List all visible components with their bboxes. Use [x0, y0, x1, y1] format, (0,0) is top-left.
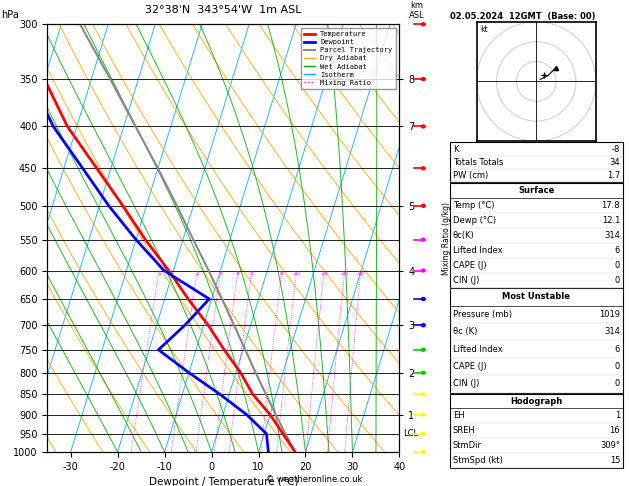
Text: 8: 8 — [280, 271, 284, 276]
Text: K: K — [453, 144, 459, 154]
Text: θᴄ (K): θᴄ (K) — [453, 327, 477, 336]
Text: StmSpd (kt): StmSpd (kt) — [453, 456, 503, 465]
Text: θᴄ(K): θᴄ(K) — [453, 231, 475, 240]
Legend: Temperature, Dewpoint, Parcel Trajectory, Dry Adiabat, Wet Adiabat, Isotherm, Mi: Temperature, Dewpoint, Parcel Trajectory… — [301, 28, 396, 89]
Text: 3: 3 — [219, 271, 223, 276]
Text: 6: 6 — [615, 246, 620, 255]
Text: 16: 16 — [610, 426, 620, 435]
Text: 1019: 1019 — [599, 310, 620, 319]
Text: hPa: hPa — [1, 10, 19, 20]
Text: 0: 0 — [615, 362, 620, 371]
X-axis label: Dewpoint / Temperature (°C): Dewpoint / Temperature (°C) — [148, 477, 298, 486]
Text: 5: 5 — [250, 271, 253, 276]
Text: StmDir: StmDir — [453, 441, 482, 450]
Text: 12.1: 12.1 — [602, 216, 620, 225]
Text: 32°38'N  343°54'W  1m ASL: 32°38'N 343°54'W 1m ASL — [145, 4, 301, 15]
Text: 4: 4 — [236, 271, 240, 276]
Text: kt: kt — [481, 25, 488, 34]
Text: LCL: LCL — [403, 429, 418, 438]
Text: 2: 2 — [195, 271, 199, 276]
Text: 02.05.2024  12GMT  (Base: 00): 02.05.2024 12GMT (Base: 00) — [450, 12, 595, 21]
Text: Lifted Index: Lifted Index — [453, 246, 503, 255]
Text: 15: 15 — [610, 456, 620, 465]
Text: 1.7: 1.7 — [607, 171, 620, 180]
Text: Surface: Surface — [518, 186, 554, 195]
Text: EH: EH — [453, 411, 464, 420]
Text: 17.8: 17.8 — [601, 201, 620, 210]
Text: -8: -8 — [612, 144, 620, 154]
Text: 314: 314 — [604, 231, 620, 240]
Text: Totals Totals: Totals Totals — [453, 158, 503, 167]
Text: Lifted Index: Lifted Index — [453, 345, 503, 354]
Text: CIN (J): CIN (J) — [453, 380, 479, 388]
Text: CAPE (J): CAPE (J) — [453, 362, 486, 371]
Text: CIN (J): CIN (J) — [453, 276, 479, 285]
Text: km
ASL: km ASL — [409, 0, 425, 20]
Text: Temp (°C): Temp (°C) — [453, 201, 494, 210]
Text: © weatheronline.co.uk: © weatheronline.co.uk — [266, 474, 363, 484]
Text: Mixing Ratio (g/kg): Mixing Ratio (g/kg) — [442, 202, 451, 275]
Text: CAPE (J): CAPE (J) — [453, 261, 486, 270]
Text: Most Unstable: Most Unstable — [502, 293, 571, 301]
Text: 314: 314 — [604, 327, 620, 336]
Text: PW (cm): PW (cm) — [453, 171, 488, 180]
Text: 309°: 309° — [600, 441, 620, 450]
Text: 0: 0 — [615, 276, 620, 285]
Text: 20: 20 — [341, 271, 348, 276]
Text: Hodograph: Hodograph — [510, 397, 562, 405]
Text: 34: 34 — [610, 158, 620, 167]
Text: 0: 0 — [615, 380, 620, 388]
Text: SREH: SREH — [453, 426, 476, 435]
Text: Pressure (mb): Pressure (mb) — [453, 310, 512, 319]
Text: Dewp (°C): Dewp (°C) — [453, 216, 496, 225]
Text: 0: 0 — [615, 261, 620, 270]
Text: 25: 25 — [357, 271, 365, 276]
Text: 15: 15 — [320, 271, 328, 276]
Text: 10: 10 — [292, 271, 301, 276]
Text: 1: 1 — [615, 411, 620, 420]
Text: 6: 6 — [615, 345, 620, 354]
Text: 1: 1 — [157, 271, 161, 276]
